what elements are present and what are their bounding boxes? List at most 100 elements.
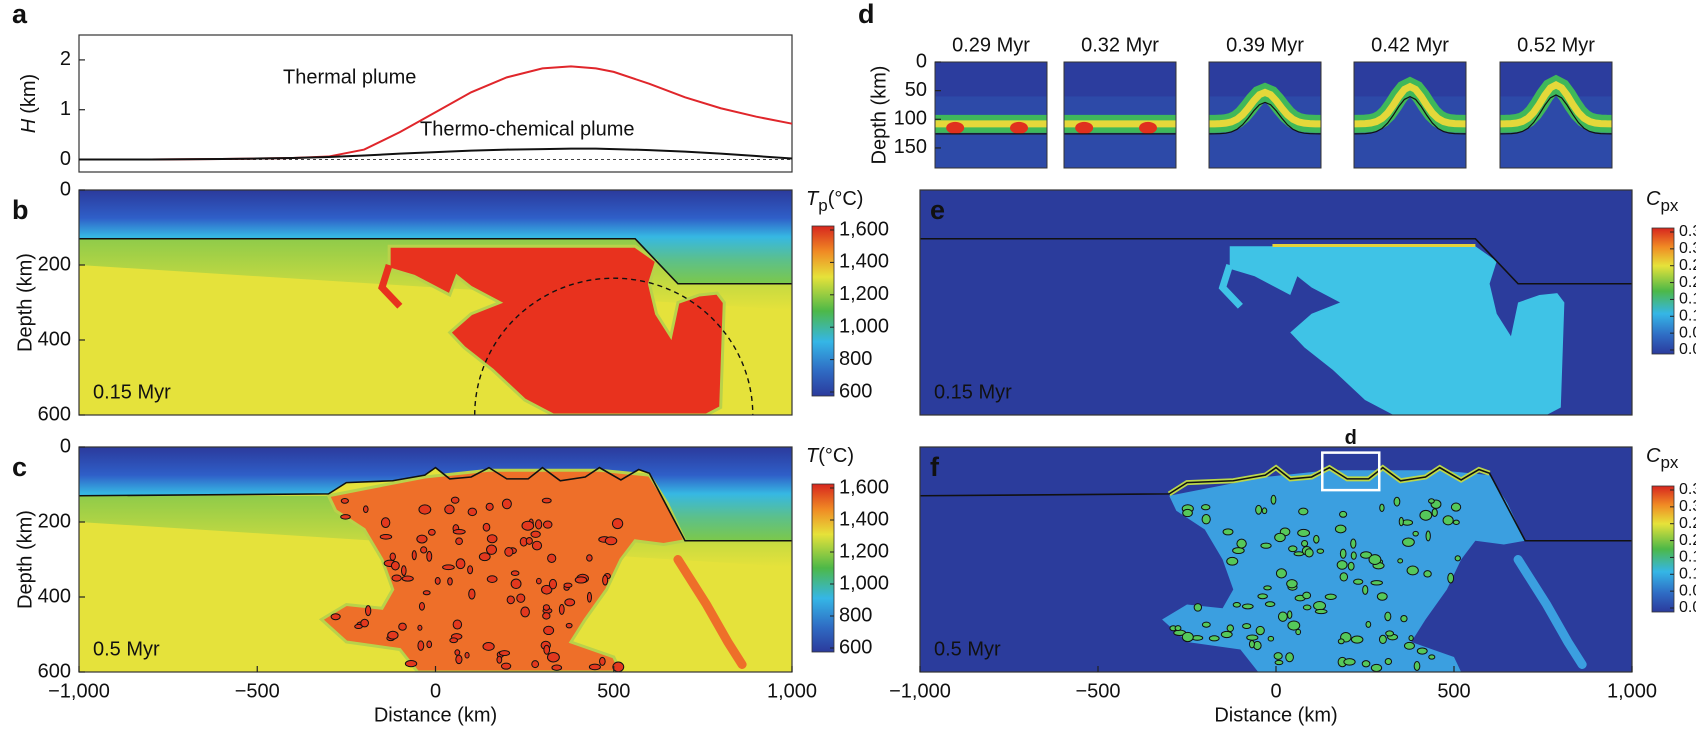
blob [1241, 603, 1254, 610]
blob [391, 574, 402, 582]
blob [411, 550, 417, 561]
band-base [1500, 94, 1612, 135]
blob [612, 661, 625, 672]
hot-spot [1010, 121, 1028, 134]
blob [602, 574, 609, 586]
blob [1226, 556, 1239, 566]
colorbar-tick-label: 0.11 [1679, 566, 1696, 583]
field [79, 190, 792, 415]
blob [542, 520, 553, 529]
blob [442, 564, 455, 571]
blob [1246, 634, 1259, 641]
blob [1334, 524, 1347, 534]
colorbar-unit: (°C) [828, 188, 864, 210]
lithosphere-base [920, 237, 1632, 285]
blob [417, 640, 425, 651]
x-tick-label: −1,000 [889, 680, 951, 702]
blob [496, 655, 503, 664]
series-label: Thermal plume [283, 66, 416, 88]
time-label: 0.5 Myr [934, 638, 1001, 660]
colorbar-title: Tp(°C) [806, 188, 863, 215]
blob [604, 536, 618, 546]
blob [1270, 494, 1277, 505]
snapshot-frame [1499, 61, 1613, 169]
blob [426, 550, 433, 562]
snapshot-title: 0.32 Myr [1081, 34, 1159, 56]
band-inner [1500, 80, 1612, 128]
blob [478, 552, 491, 562]
blob [1220, 630, 1233, 639]
blob [1314, 608, 1328, 615]
y-tick-label: 600 [38, 660, 71, 682]
blob [504, 547, 514, 557]
blob [485, 502, 494, 511]
blob [418, 601, 425, 611]
blob [1447, 572, 1455, 584]
blob [1336, 560, 1348, 570]
blob [389, 552, 396, 561]
blob [1353, 578, 1364, 585]
y-axis-label: Depth (km) [14, 253, 36, 352]
y-tick-label: 0 [60, 148, 71, 170]
y-axis-label: H (km) [18, 74, 40, 133]
panel-label: d [858, 0, 875, 29]
blob [1273, 652, 1283, 660]
colorbar-tick-label: 0.16 [1679, 291, 1696, 308]
x-tick-label: 500 [1437, 680, 1470, 702]
blob [541, 497, 552, 504]
blob [1393, 496, 1401, 507]
y-tick-label: 200 [38, 253, 71, 275]
blob [1423, 570, 1432, 578]
snapshot-top [935, 62, 1047, 97]
dashed-arc [474, 277, 754, 415]
band-inner [1209, 88, 1321, 128]
blob [1337, 638, 1345, 645]
snapshot-frame [1063, 61, 1177, 169]
blob [531, 540, 543, 551]
snapshot-title: 0.52 Myr [1517, 34, 1595, 56]
blob [330, 613, 341, 621]
blob [1222, 528, 1234, 536]
blob [486, 534, 498, 544]
colorbar-tick-label: 1,600 [839, 476, 889, 498]
blob [1255, 504, 1263, 515]
blob [1232, 547, 1245, 555]
blob [444, 504, 455, 515]
blob [398, 622, 407, 631]
blob [387, 630, 399, 640]
blob [510, 578, 522, 590]
colorbar [811, 225, 835, 397]
blob [1232, 602, 1241, 608]
blob [1376, 592, 1388, 601]
blob [455, 558, 466, 570]
blob [520, 606, 530, 618]
inset-box [1321, 451, 1381, 492]
hot-spot [1139, 121, 1157, 134]
blob [452, 619, 463, 630]
x-tick-label: 1,000 [1607, 680, 1657, 702]
blob [510, 570, 520, 577]
blob [1350, 635, 1364, 644]
x-tick-label: 500 [597, 680, 630, 702]
colorbar-tick-label: 0.31 [1679, 240, 1696, 257]
blob [551, 664, 563, 671]
blob [586, 591, 592, 603]
blob [1313, 600, 1327, 611]
blob [379, 533, 393, 540]
plot-frame [919, 189, 1633, 416]
y-axis-symbol: H [18, 118, 40, 133]
colorbar-symbol: T [806, 445, 820, 467]
blob [558, 603, 565, 615]
panel-label: e [930, 195, 945, 225]
field [920, 190, 1632, 415]
blob [486, 575, 498, 583]
blob [546, 651, 560, 663]
blob [541, 584, 553, 595]
blob [418, 504, 432, 515]
time-label: 0.5 Myr [93, 638, 160, 660]
blob [420, 546, 428, 554]
blob [1261, 507, 1268, 515]
blob [1347, 561, 1355, 571]
blob [482, 522, 491, 532]
